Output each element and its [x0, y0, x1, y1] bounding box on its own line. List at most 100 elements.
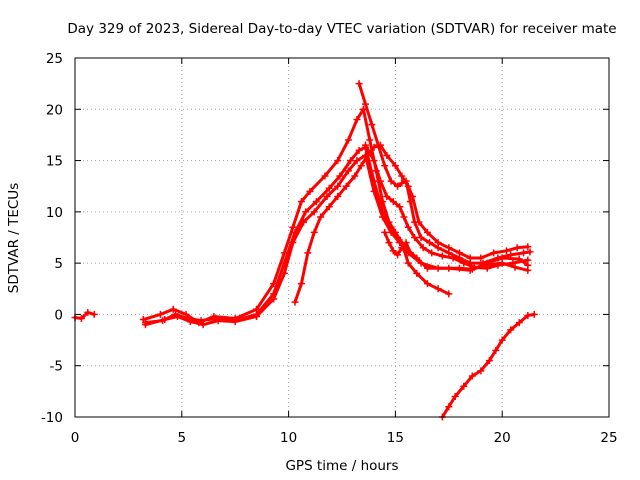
y-tick-label: 20 — [46, 102, 63, 118]
data-point-marker — [434, 244, 442, 252]
data-point-marker — [355, 146, 363, 154]
data-point-marker — [411, 218, 419, 226]
data-point-marker — [526, 248, 534, 256]
data-point-marker — [477, 367, 485, 375]
data-point-marker — [297, 198, 305, 206]
data-point-marker — [374, 141, 382, 149]
data-point-marker — [353, 116, 361, 124]
data-point-marker — [530, 310, 538, 318]
x-tick-label: 0 — [71, 430, 80, 446]
data-point-marker — [280, 269, 288, 277]
data-point-marker — [468, 372, 476, 380]
data-point-marker — [502, 247, 510, 255]
data-point-marker — [289, 223, 297, 231]
data-point-marker — [438, 252, 446, 260]
data-point-marker — [199, 321, 207, 329]
y-tick-label: 15 — [46, 154, 63, 170]
data-point-marker — [391, 162, 399, 170]
data-point-marker — [394, 251, 402, 259]
data-point-marker — [396, 239, 404, 247]
data-point-marker — [231, 318, 239, 326]
data-point-marker — [387, 228, 395, 236]
data-point-marker — [325, 203, 333, 211]
data-point-marker — [513, 244, 521, 252]
data-point-marker — [423, 280, 431, 288]
axis-ticks: 0 5 10 15 20 25 -10 -5 0 5 10 15 20 25 — [41, 51, 618, 446]
series-line — [440, 312, 536, 419]
data-point-marker — [323, 192, 331, 200]
data-point-marker — [161, 316, 169, 324]
data-point-marker — [406, 249, 414, 257]
data-point-marker — [524, 256, 532, 264]
data-point-marker — [449, 254, 457, 262]
series-sat-d — [141, 151, 532, 329]
data-point-marker — [300, 218, 308, 226]
data-point-marker — [524, 266, 532, 274]
data-point-marker — [357, 162, 365, 170]
x-tick-label: 5 — [178, 430, 187, 446]
y-tick-label: -5 — [50, 359, 63, 375]
data-point-marker — [379, 213, 387, 221]
data-point-marker — [325, 184, 333, 192]
data-point-marker — [394, 182, 402, 190]
data-point-marker — [509, 259, 517, 267]
data-point-marker — [520, 249, 528, 257]
data-point-marker — [477, 254, 485, 262]
data-point-marker — [84, 308, 92, 316]
data-point-marker — [321, 172, 329, 180]
data-point-marker — [445, 403, 453, 411]
data-point-marker — [370, 143, 378, 151]
data-point-marker — [398, 244, 406, 252]
data-point-marker — [334, 157, 342, 165]
data-point-marker — [411, 234, 419, 241]
data-point-marker — [370, 187, 378, 195]
data-point-marker — [336, 172, 344, 180]
data-point-marker — [511, 263, 519, 271]
data-point-marker — [524, 243, 532, 251]
data-point-marker — [156, 310, 164, 318]
data-point-marker — [402, 239, 410, 247]
data-point-marker — [253, 312, 261, 320]
plot-frame — [74, 57, 610, 418]
data-point-marker — [428, 249, 436, 257]
data-point-marker — [342, 182, 350, 190]
data-point-marker — [398, 179, 406, 187]
data-point-marker — [310, 228, 318, 236]
grid — [75, 58, 609, 417]
y-tick-label: 0 — [54, 307, 63, 323]
data-point-marker — [385, 239, 393, 247]
data-point-marker — [389, 247, 397, 255]
series-line — [144, 145, 530, 325]
data-point-marker — [445, 290, 453, 298]
data-point-marker — [344, 167, 352, 175]
data-point-marker — [361, 100, 369, 108]
series-sat-e — [291, 141, 532, 306]
data-point-marker — [381, 162, 389, 170]
data-point-marker — [351, 172, 359, 180]
data-point-marker — [494, 254, 502, 262]
data-point-marker — [398, 172, 406, 180]
data-point-marker — [169, 305, 177, 313]
data-point-marker — [419, 244, 427, 252]
series-sat-g — [361, 141, 532, 272]
data-point-marker — [355, 80, 363, 88]
data-point-marker — [383, 192, 391, 200]
data-point-marker — [423, 228, 431, 236]
x-tick-label: 15 — [387, 430, 404, 446]
data-point-marker — [404, 223, 412, 231]
data-point-marker — [381, 228, 389, 236]
data-point-marker — [317, 213, 325, 221]
data-point-marker — [366, 136, 374, 144]
data-point-marker — [492, 346, 500, 354]
series-sat-c — [141, 143, 532, 327]
data-point-marker — [490, 249, 498, 257]
data-point-marker — [396, 203, 404, 211]
data-point-marker — [400, 213, 408, 221]
data-point-marker — [289, 239, 297, 247]
data-point-marker — [515, 319, 523, 327]
y-tick-label: 25 — [46, 51, 63, 67]
data-point-marker — [483, 264, 491, 272]
data-point-marker — [141, 321, 149, 329]
data-point-marker — [214, 317, 222, 325]
data-point-marker — [460, 382, 468, 390]
